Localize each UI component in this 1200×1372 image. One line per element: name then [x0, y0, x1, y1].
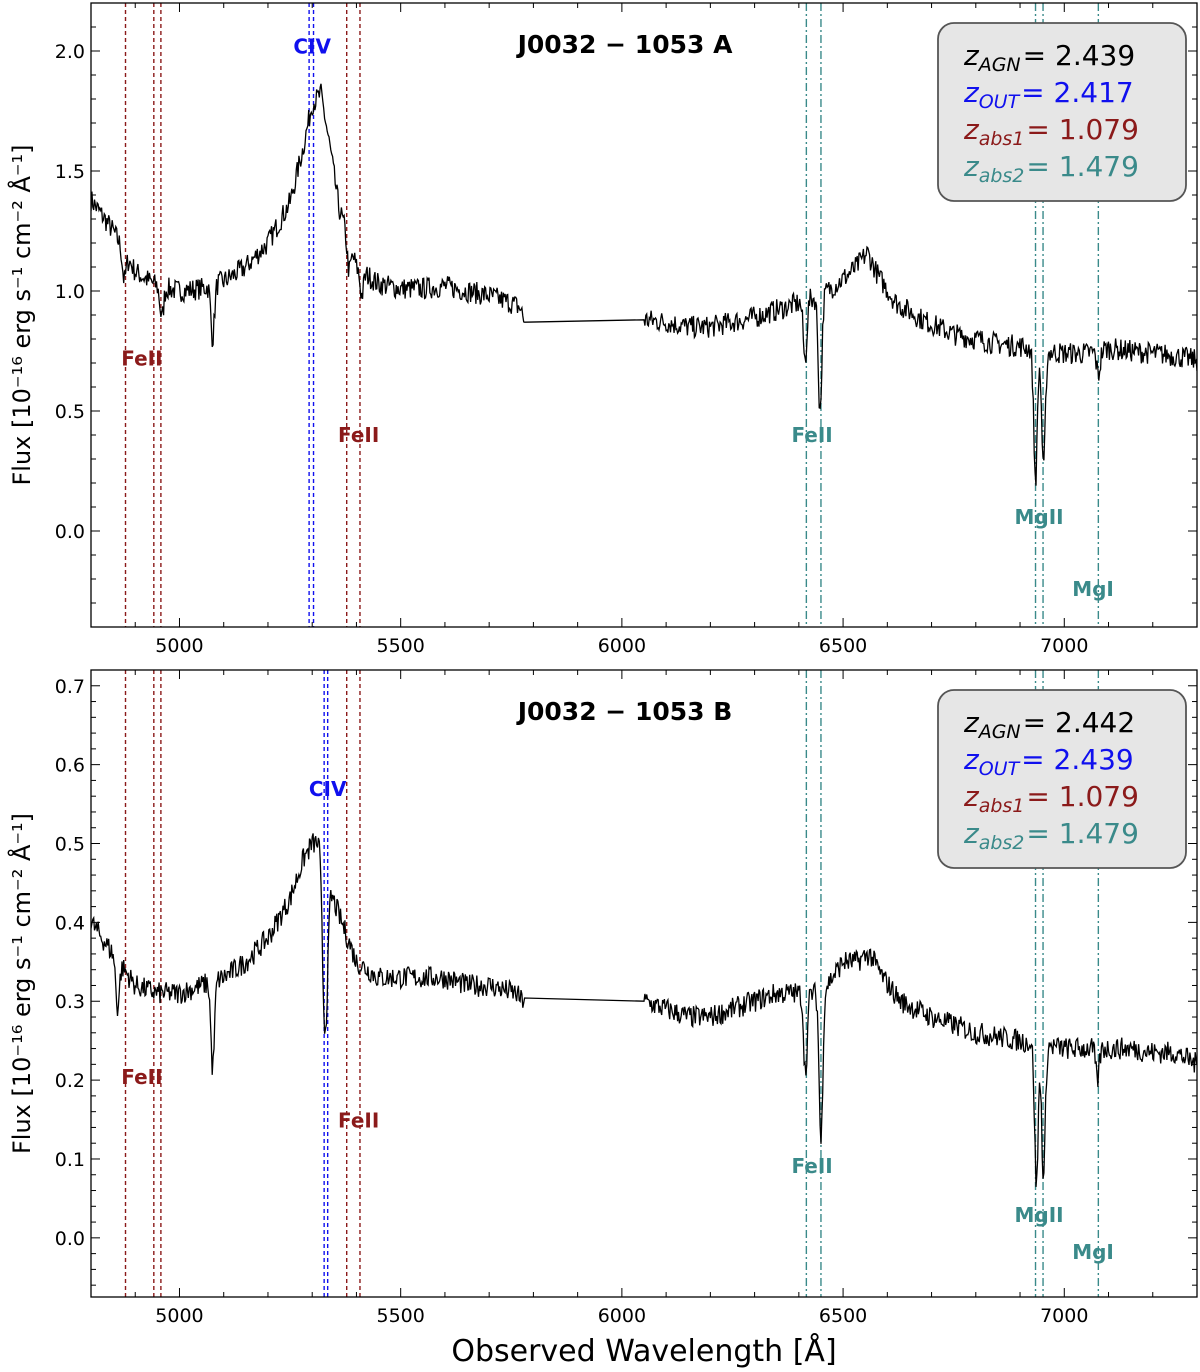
y-tick-label: 1.0 [55, 281, 85, 303]
legend-value: = 1.079 [1026, 780, 1139, 813]
legend-value: = 2.439 [1021, 743, 1134, 776]
line-label: MgII [1015, 1203, 1064, 1227]
legend-entry: zabs1= 1.079 [963, 113, 1139, 150]
line-label: MgI [1072, 1240, 1114, 1264]
line-label: MgI [1072, 577, 1114, 601]
legend-symbol: z [963, 150, 980, 183]
legend-symbol: z [963, 76, 980, 109]
line-label: FeII [791, 423, 832, 447]
legend-box [937, 22, 1187, 202]
x-tick-label: 6000 [598, 635, 646, 657]
x-tick-label: 6500 [819, 1305, 867, 1327]
legend-subscript: abs2 [979, 832, 1025, 854]
legend-subscript: abs1 [979, 128, 1025, 150]
line-label: FeII [338, 1108, 379, 1132]
legend-value: = 2.439 [1023, 39, 1136, 72]
legend-entry: zAGN= 2.442 [963, 706, 1135, 743]
x-tick-label: 7000 [1040, 635, 1088, 657]
y-tick-label: 0.2 [55, 1070, 85, 1092]
legend-entry: zOUT= 2.417 [963, 76, 1134, 113]
line-label: FeII [121, 1065, 162, 1089]
legend-subscript: AGN [977, 721, 1021, 743]
legend-subscript: AGN [977, 54, 1021, 76]
legend-subscript: abs1 [979, 795, 1025, 817]
y-tick-label: 0.6 [55, 755, 85, 777]
legend-symbol: z [963, 113, 980, 146]
spectrum-line [91, 833, 1197, 1187]
x-tick-label: 5000 [155, 1305, 203, 1327]
y-axis-label: Flux [10⁻¹⁶ erg s⁻¹ cm⁻² Å⁻¹] [7, 813, 36, 1154]
legend-value: = 1.079 [1026, 113, 1139, 146]
legend-entry: zabs1= 1.079 [963, 780, 1139, 817]
legend-entry: zabs2= 1.479 [963, 150, 1139, 187]
y-tick-label: 1.5 [55, 161, 85, 183]
line-label: CIV [293, 34, 331, 58]
panel-title: J0032 − 1053 B [516, 697, 733, 726]
line-label: FeII [791, 1154, 832, 1178]
axis-ticks [90, 669, 1198, 1297]
legend-symbol: z [963, 706, 980, 739]
y-tick-label: 0.3 [55, 991, 85, 1013]
legend-subscript: OUT [979, 758, 1021, 780]
legend-symbol: z [963, 817, 980, 850]
y-axis-label: Flux [10⁻¹⁶ erg s⁻¹ cm⁻² Å⁻¹] [7, 144, 36, 485]
y-tick-label: 0.5 [55, 834, 85, 856]
line-label: FeII [121, 346, 162, 370]
y-tick-label: 0.1 [55, 1149, 85, 1171]
legend-symbol: z [963, 743, 980, 776]
panel-a: 5000 5500 6000 6500 7000 0.0 0.5 1.0 1.5 2.0 Flux … [7, 2, 1198, 657]
legend-value: = 2.442 [1023, 706, 1136, 739]
line-label: MgII [1015, 505, 1064, 529]
legend-entry: zabs2= 1.479 [963, 817, 1139, 854]
legend-subscript: OUT [979, 91, 1021, 113]
panel-title: J0032 − 1053 A [516, 30, 734, 59]
line-label: CIV [309, 777, 347, 801]
x-tick-label: 5500 [377, 1305, 425, 1327]
legend-symbol: z [963, 39, 980, 72]
spectrum-line [91, 83, 1197, 486]
y-tick-label: 0.5 [55, 401, 85, 423]
panel-b: 5000 5500 6000 6500 7000 0.0 0.1 0.2 0.3 0.4 0.5 0.… [7, 669, 1198, 1369]
x-tick-label: 7000 [1040, 1305, 1088, 1327]
legend-value: = 2.417 [1021, 76, 1134, 109]
x-tick-label: 6000 [598, 1305, 646, 1327]
reference-lines [124, 3, 1100, 627]
plot-frame [90, 669, 1198, 1298]
y-tick-label: 0.7 [55, 676, 85, 698]
legend-symbol: z [963, 780, 980, 813]
y-tick-label: 0.0 [55, 1228, 85, 1250]
y-tick-label: 0.0 [55, 521, 85, 543]
x-axis-label: Observed Wavelength [Å] [451, 1333, 836, 1369]
legend-entry: zAGN= 2.439 [963, 39, 1135, 76]
legend-box [937, 689, 1187, 869]
line-label: FeII [338, 423, 379, 447]
legend-entry: zOUT= 2.439 [963, 743, 1134, 780]
x-tick-label: 6500 [819, 635, 867, 657]
y-tick-label: 0.4 [55, 912, 85, 934]
legend-value: = 1.479 [1026, 817, 1139, 850]
x-tick-label: 5000 [155, 635, 203, 657]
x-tick-label: 5500 [377, 635, 425, 657]
axis-ticks [90, 2, 1198, 628]
legend-subscript: abs2 [979, 165, 1025, 187]
legend-value: = 1.479 [1026, 150, 1139, 183]
y-tick-label: 2.0 [55, 41, 85, 63]
